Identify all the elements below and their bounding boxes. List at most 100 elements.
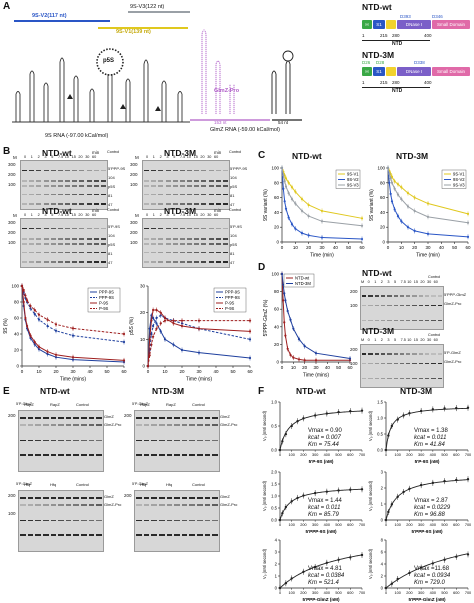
- chartD-data-point: [314, 352, 318, 355]
- chartC1-legend-box: [335, 169, 361, 189]
- gel-b4-band: [215, 243, 221, 245]
- gel-e-top_m3-band: [212, 424, 218, 426]
- gel-d-gel_wt-band: [399, 304, 405, 307]
- chartD-y-tick-label: 20: [274, 342, 280, 347]
- gel-b2-band: [222, 203, 228, 205]
- gel-b2-band: [179, 180, 185, 182]
- gel-b2-band: [172, 203, 178, 205]
- chartD-x-tick-label: 30: [313, 365, 319, 370]
- gel-d-gel_m3-lane-label: 2: [380, 338, 383, 342]
- chartB1-y-tick-label: 40: [14, 332, 20, 337]
- gel-d-gel_wt-band: [431, 319, 436, 322]
- fplot0-x-tick-label: 200: [300, 453, 306, 457]
- gel-d-gel_m3-band: [399, 362, 405, 365]
- gel-b2-band: [201, 180, 207, 182]
- fplot0-data-point: [290, 424, 293, 428]
- chartB1-x-tick-label: 40: [87, 369, 93, 374]
- domain-m3-title: NTD-3M: [362, 50, 395, 60]
- vmax-value: Vmax = 0.90: [308, 428, 342, 434]
- gel-b3-band: [50, 227, 56, 230]
- gel-b4-lane-label: 3: [166, 213, 169, 217]
- gel-b3-band: [57, 243, 63, 245]
- pos-wt-3: 280: [392, 33, 400, 38]
- gel-b2-band: [201, 185, 207, 187]
- fplot3-x-tick-label: 600: [453, 523, 459, 527]
- domain-small-wt: Small Domain: [432, 20, 470, 29]
- chartB1-x-tick-label: 60: [121, 369, 127, 374]
- chartB1-data-point: [71, 356, 75, 359]
- gel-b1-unit: min: [92, 150, 100, 155]
- gel-d-gel_wt-band: [362, 319, 367, 322]
- fplot0-y-tick-label: 0.0: [271, 448, 277, 453]
- gel-b3-band: [93, 243, 99, 245]
- gel-b4-band: [172, 238, 178, 240]
- gel-b3-lane-label: 3: [44, 213, 47, 217]
- gel-e-bot_m3-band: [197, 504, 203, 506]
- gel-b3-band: [22, 261, 28, 263]
- chartC1-y-tick-label: 100: [271, 166, 279, 171]
- chartC2-data-point: [466, 235, 470, 238]
- gel-d-gel_wt-band: [368, 304, 373, 307]
- chartB1-data-point: [33, 312, 36, 316]
- gel-e-top_m3-band: [174, 439, 180, 442]
- fplot2-fit-curve: [279, 488, 363, 521]
- pos-wt-4: 400: [424, 33, 432, 38]
- fplot5-data-point: [431, 562, 435, 565]
- gel-b1-band-label: 104: [108, 175, 115, 180]
- fplot3-data-point: [419, 483, 423, 487]
- gel-d-gel_wt-band: [368, 295, 373, 297]
- kinetic-params-3: Vmax = 1.44 kcat = 0.011 Km = 85.79: [308, 498, 342, 519]
- panel-label-e: E: [3, 386, 10, 397]
- chartB1-data-point: [37, 345, 41, 348]
- domain-h-wt: H: [362, 20, 372, 29]
- gel-e-top_m3-band: [143, 417, 150, 419]
- glmz-structure: [190, 29, 302, 121]
- fplot1-y-tick-label: 0.0: [377, 448, 383, 453]
- gel-e-bot_wt-gel-image: [18, 490, 104, 552]
- gel-b3-band: [93, 227, 99, 230]
- gel-b4-size: 300: [130, 220, 138, 225]
- gel-b2-lane-label: 2: [159, 155, 162, 159]
- fplot3-y-tick-label: 2: [381, 486, 384, 491]
- gel-b4-band: [165, 251, 171, 254]
- gel-e-bot_wt-band: [73, 519, 80, 522]
- fplot5-y-tick-label: 6: [381, 550, 384, 555]
- fplot5-y-label: V₀ (nM/ second): [368, 548, 373, 579]
- gel-b4-band: [144, 261, 150, 263]
- fplot3-data-point: [466, 478, 470, 481]
- fplot4-y-tick-label: 1: [275, 574, 278, 579]
- fplot3-data-point: [390, 503, 394, 506]
- gel-e-bot_m3-band: [189, 504, 196, 506]
- gel-d-gel_wt-gel-image: [360, 286, 444, 330]
- gel-d-gel_wt-band: [418, 304, 424, 307]
- gel-e-top_wt-band: [88, 439, 95, 442]
- fplot3-x-tick-label: 500: [441, 523, 447, 527]
- chartC1-data-point: [290, 223, 294, 226]
- gel-e-bot_wt-band: [35, 519, 41, 522]
- gel-d-gel_m3-band: [380, 353, 386, 355]
- panel-label-a: A: [3, 1, 11, 12]
- gel-b4-band: [179, 238, 185, 240]
- domain-s1-m3: S1: [373, 67, 385, 76]
- chart-f-plot-3: 0.0 0.5 1.0 1.5 2.0 0 100 200 300 400 500 600 700 5'P…: [262, 470, 365, 535]
- gel-b2-band-label: p5S: [230, 184, 238, 189]
- chartD-y-tick-label: 60: [274, 307, 280, 312]
- chartC2-data-point: [396, 193, 400, 196]
- gel-b2-band: [144, 180, 150, 182]
- gel-b1-band: [57, 169, 63, 172]
- gel-b4-band: [165, 238, 171, 240]
- panel-f-title-m3: NTD-3M: [400, 386, 433, 396]
- gel-b4-band: [151, 243, 157, 245]
- gel-b2-band: [215, 185, 221, 187]
- domain-bar-wt: H S1 DNase I Small Domain: [362, 20, 470, 32]
- chartC1-data-point: [320, 236, 324, 239]
- panel-label-d: D: [258, 262, 266, 273]
- fplot0-fit-curve: [279, 410, 363, 451]
- gel-d-gel_m3-band: [437, 377, 442, 380]
- gel-d-gel_wt-title: NTD-wt: [362, 268, 392, 278]
- mut-m3-top-2: D28: [376, 60, 385, 65]
- fplot4-data-point: [284, 582, 288, 585]
- gel-e-bot_wt-band: [65, 497, 72, 499]
- gel-b4-band: [172, 243, 178, 245]
- gel-b4-marker: M: [135, 213, 139, 218]
